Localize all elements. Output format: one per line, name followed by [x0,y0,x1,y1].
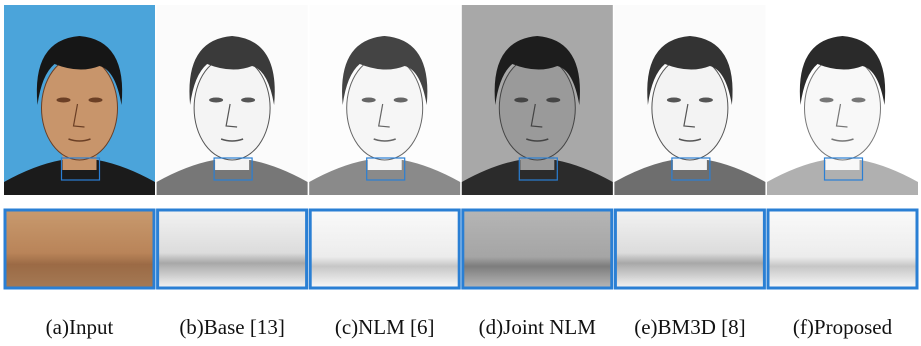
eye [362,98,376,103]
caption: (e)BM3D [8] [634,315,745,339]
face [499,56,575,160]
figure: (a)Input (b)Base [13] (c)NLM [6] (d)Joint N… [0,0,921,346]
eye [514,98,528,103]
caption: (b)Base [13] [179,315,285,339]
zoom-crop [463,210,612,288]
panel: (f)Proposed [767,5,918,339]
eye [394,98,408,103]
panel: (d)Joint NLM [462,5,613,339]
panel: (c)NLM [6] [309,5,460,339]
caption: (c)NLM [6] [335,315,435,339]
caption: (d)Joint NLM [479,315,597,339]
eye [57,98,71,103]
eye [699,98,713,103]
panel: (b)Base [13] [157,5,308,339]
face [652,56,728,160]
eye [667,98,681,103]
zoom-crop [5,210,154,288]
face [347,56,423,160]
face [194,56,270,160]
eye [546,98,560,103]
caption: (a)Input [46,315,114,339]
eye [241,98,255,103]
zoom-crop [158,210,307,288]
zoom-crop [310,210,459,288]
zoom-crop [768,210,917,288]
eye [852,98,866,103]
panel: (a)Input [4,5,155,339]
eye [820,98,834,103]
zoom-crop [615,210,764,288]
eye [209,98,223,103]
caption: (f)Proposed [793,315,893,339]
face [42,56,118,160]
page: (a)Input (b)Base [13] (c)NLM [6] (d)Joint N… [0,0,921,346]
panel: (e)BM3D [8] [614,5,765,339]
eye [89,98,103,103]
face [805,56,881,160]
